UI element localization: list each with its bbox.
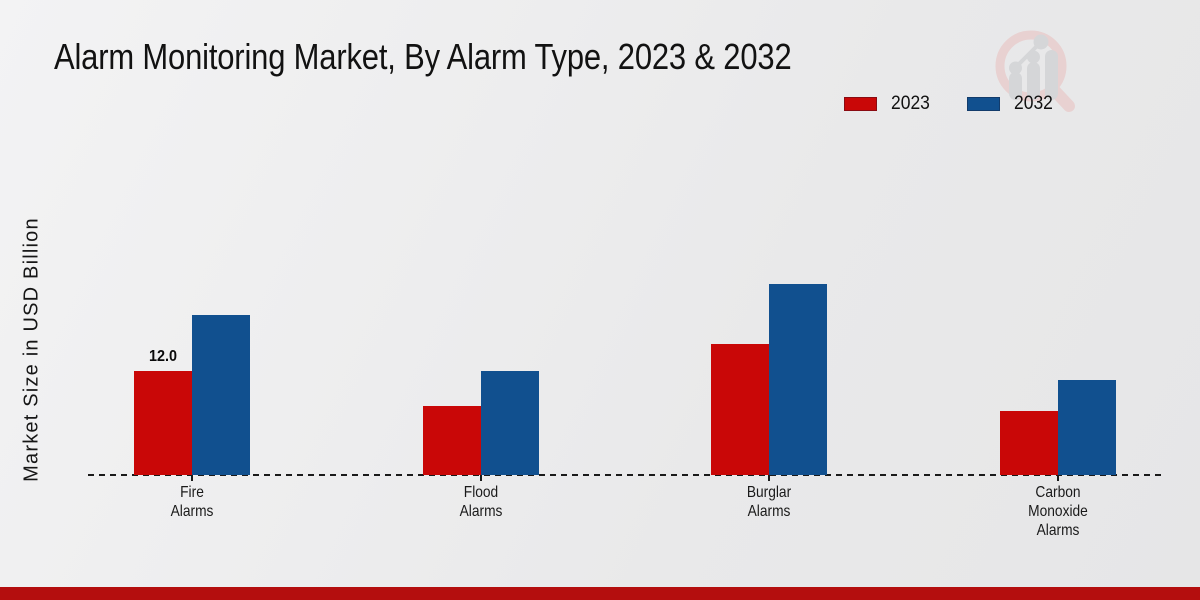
legend: 2023 2032: [844, 93, 1057, 115]
legend-item-2032: 2032: [967, 93, 1056, 115]
bar-fire-alarms-2023: [134, 371, 192, 475]
chart-title: Alarm Monitoring Market, By Alarm Type, …: [54, 36, 792, 77]
x-axis-baseline: [88, 474, 1164, 476]
category-label-flood-alarms: Flood Alarms: [459, 484, 502, 520]
bar-flood-alarms-2023: [422, 406, 481, 475]
bar-carbon-monoxide-alarms-2032: [1057, 380, 1116, 475]
category-label-carbon-monoxide-alarms: Carbon Monoxide Alarms: [1027, 484, 1088, 539]
bar-carbon-monoxide-alarms-2023: [999, 411, 1058, 475]
x-axis-tick-carbon-monoxide-alarms: [1056, 475, 1059, 481]
bar-burglar-alarms-2023: [710, 344, 769, 475]
legend-item-2023: 2023: [844, 93, 933, 115]
x-axis-tick-burglar-alarms: [767, 475, 770, 481]
legend-label-2023: 2023: [891, 93, 930, 114]
legend-label-2032: 2032: [1014, 93, 1054, 114]
category-label-fire-alarms: Fire Alarms: [170, 484, 214, 520]
category-label-burglar-alarms: Burglar Alarms: [746, 484, 791, 520]
legend-swatch-2023: [844, 97, 877, 111]
bar-flood-alarms-2032: [480, 371, 539, 475]
bar-burglar-alarms-2032: [768, 284, 827, 475]
bar-fire-alarms-2032: [192, 315, 250, 475]
legend-swatch-2032: [967, 97, 1001, 111]
footer-accent-bar: [0, 587, 1200, 600]
x-axis-tick-fire-alarms: [191, 475, 193, 481]
x-axis-tick-flood-alarms: [479, 475, 482, 481]
bar-value-label-fire-alarms-2023: 12.0: [148, 348, 178, 365]
